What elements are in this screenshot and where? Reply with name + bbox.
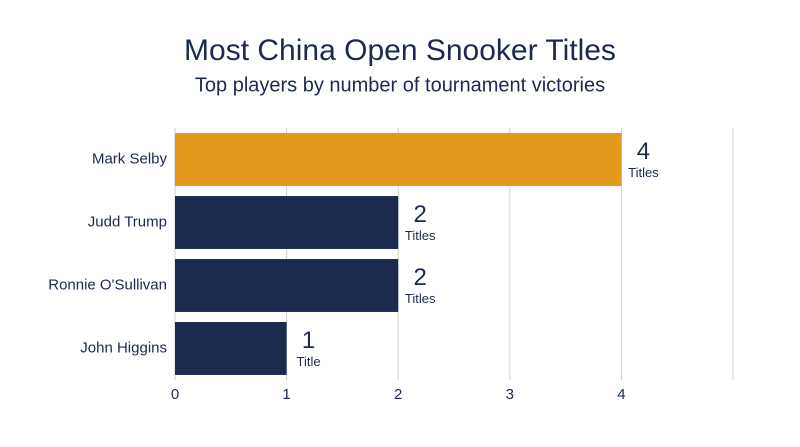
chart-title: Most China Open Snooker Titles — [184, 34, 616, 67]
x-tick-label: 3 — [506, 386, 514, 403]
y-tick-label: Mark Selby — [92, 150, 168, 167]
bar — [175, 133, 622, 186]
value-label: 4 — [637, 138, 650, 165]
chart-subtitle: Top players by number of tournament vict… — [195, 74, 605, 96]
value-label: 1 — [302, 327, 315, 354]
value-label: 2 — [414, 201, 427, 228]
value-unit: Titles — [405, 291, 436, 306]
bar — [175, 196, 399, 249]
x-tick-label: 1 — [282, 386, 290, 403]
value-label: 2 — [414, 264, 427, 291]
x-tick-label: 2 — [394, 386, 402, 403]
bar — [175, 322, 287, 375]
x-tick-label: 4 — [617, 386, 625, 403]
y-tick-label: Judd Trump — [88, 213, 167, 230]
value-unit: Title — [297, 354, 321, 369]
value-unit: Titles — [405, 228, 436, 243]
y-tick-label: John Higgins — [80, 339, 167, 356]
bar — [175, 259, 399, 312]
value-unit: Titles — [628, 165, 659, 180]
y-tick-label: Ronnie O'Sullivan — [48, 276, 167, 293]
x-tick-label: 0 — [171, 386, 179, 403]
